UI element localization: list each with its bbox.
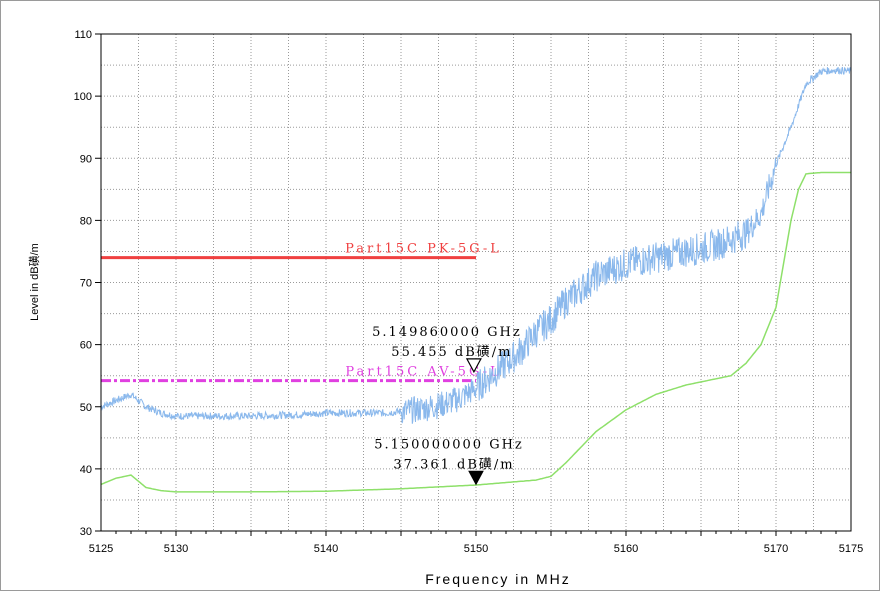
marker-triangle [468, 470, 484, 486]
y-tick-label: 80 [80, 215, 92, 227]
marker-level-label: 37.361 dB磺/m [393, 457, 514, 472]
x-tick-label: 5125 [89, 543, 113, 555]
marker-frequency-label: 5.150000000 GHz [374, 437, 524, 452]
y-tick-label: 110 [74, 29, 92, 41]
y-tick-label: 40 [80, 464, 92, 476]
y-tick-label: 100 [74, 91, 92, 103]
ticks: 30 40 50 60 70 80 90 100 110 5125 5130 5140 5150 5160… [74, 29, 864, 555]
x-tick-label: 5170 [764, 543, 788, 555]
grid [101, 34, 851, 531]
y-tick-label: 60 [80, 340, 92, 352]
y-tick-label: 30 [80, 526, 92, 538]
x-tick-label: 5150 [464, 543, 488, 555]
marker-frequency-label: 5.149860000 GHz [372, 325, 522, 340]
y-axis-label: Level in dB磺/m [27, 243, 41, 321]
marker-level-label: 55.455 dB磺/m [391, 345, 512, 360]
x-tick-label: 5140 [314, 543, 338, 555]
y-tick-label: 90 [80, 153, 92, 165]
limit-lines: Part15C PK-5G-L Part15C AV-5G-L [101, 242, 502, 383]
y-tick-label: 70 [80, 278, 92, 290]
marker-triangle [465, 358, 482, 374]
series-line-peak [100, 66, 852, 424]
markers: 5.149860000 GHz 55.455 dB磺/m 5.150000000 G… [372, 325, 524, 486]
x-tick-label: 5160 [614, 543, 638, 555]
x-tick-label: 5130 [164, 543, 188, 555]
x-axis-label: Frequency in MHz [425, 571, 571, 587]
limit-line-label: Part15C AV-5G-L [345, 365, 501, 380]
x-tick-label: 5175 [839, 543, 863, 555]
limit-line-label: Part15C PK-5G-L [345, 242, 502, 257]
y-tick-label: 50 [80, 402, 92, 414]
